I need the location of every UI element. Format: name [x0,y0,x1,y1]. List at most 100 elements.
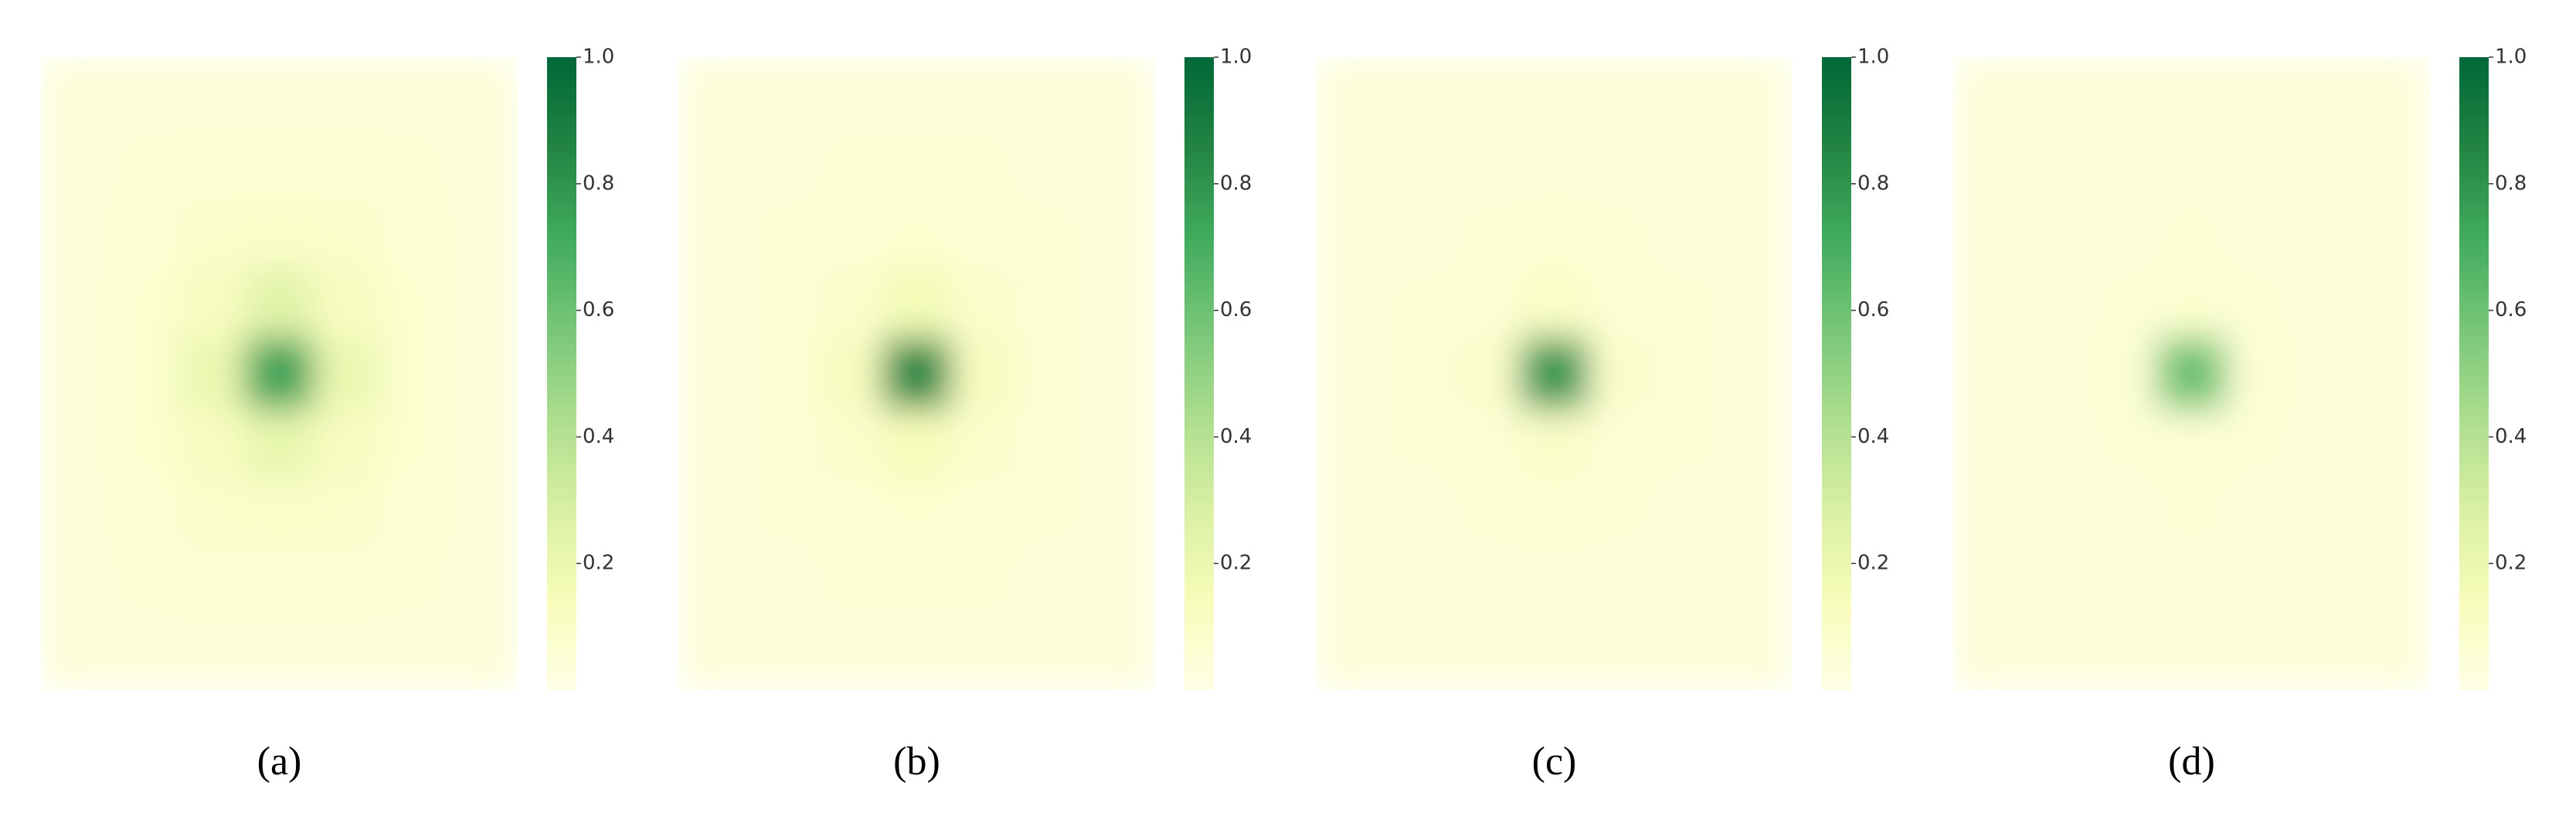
heatmap-cell [1018,338,1088,410]
heatmap-cell [678,338,747,410]
heatmap-cell [109,198,178,269]
colorbar-tick-label: 1.0 [1857,46,1889,69]
heatmap-cell [313,128,382,199]
heatmap-cell [1316,620,1385,690]
heatmap-cell [1316,479,1385,550]
heatmap-cells [41,57,518,690]
colorbar [1184,57,1214,690]
heatmap-cell [2293,409,2363,480]
heatmap-cell [2021,409,2090,480]
heatmap-cell [1384,198,1453,269]
heatmap-cell [1452,198,1521,269]
heatmap-cells [678,57,1155,690]
heatmap-cell [2021,338,2090,410]
heatmap-cell [1452,409,1521,480]
heatmap-cell [814,549,883,621]
heatmap-cell [2089,479,2158,550]
heatmap-cell [449,338,518,410]
heatmap-cell [1452,549,1521,621]
panel-caption: (b) [893,740,940,784]
heatmap-cell [1384,57,1453,128]
heatmap-cell [381,128,450,199]
heatmap-cell [746,409,815,480]
heatmap-cell [449,549,518,621]
heatmap-cell [814,479,883,550]
heatmap-cells [1953,57,2430,690]
heatmap-cell [882,128,952,199]
heatmap-cell [1316,549,1385,621]
heatmap-cell [882,479,952,550]
heatmap-cell [449,409,518,480]
heatmap-cell [2021,268,2090,339]
heatmap-cell [2157,268,2227,339]
colorbar-tick-label: 0.2 [583,552,614,575]
heatmap-cell [1656,57,1725,128]
heatmap-cell [1384,338,1453,410]
heatmap-cell [1588,268,1657,339]
colorbar-tick-label: 1.0 [1220,46,1252,69]
heatmap-cell [2361,620,2430,690]
heatmap-cell [1018,479,1088,550]
heatmap-cell [1724,620,1793,690]
heatmap-cell [1316,268,1385,339]
colorbar-tick-label: 1.0 [2495,46,2527,69]
heatmap-cell [109,549,178,621]
heatmap-cell [1086,198,1155,269]
heatmap-cell [1656,198,1725,269]
heatmap-cell [2089,409,2158,480]
heatmap-cell [2361,479,2430,550]
heatmap-cell [1520,128,1589,199]
heatmap-cell [313,409,382,480]
heatmap-cell [1588,57,1657,128]
heatmap-cell [381,549,450,621]
heatmap-cell [1086,57,1155,128]
heatmap-cell [177,338,246,410]
colorbar-tick-label: 0.2 [1220,552,1252,575]
heatmap-cell [1384,268,1453,339]
heatmap-cell [950,268,1020,339]
colorbar-tick-label: 0.6 [2495,298,2527,321]
heatmap-cell [1384,549,1453,621]
heatmap-cell [1656,128,1725,199]
heatmap-cell [1520,479,1589,550]
heatmap-cell [2225,409,2295,480]
heatmap-cell [449,268,518,339]
heatmap-cell [2225,549,2295,621]
colorbar-tick-label: 0.4 [583,425,614,448]
heatmap-cell [2225,338,2295,410]
heatmap-cell [746,479,815,550]
heatmap-cell [1724,409,1793,480]
heatmap-cell [1656,620,1725,690]
heatmap-cell [381,268,450,339]
heatmap-cell [950,409,1020,480]
heatmap-cell [814,338,883,410]
heatmap-cell [245,479,314,550]
heatmap-cell [746,268,815,339]
heatmap-cell [245,338,314,410]
heatmap-cell [678,479,747,550]
heatmap-cell [678,549,747,621]
heatmap-cell [2021,57,2090,128]
heatmap-cell [1384,620,1453,690]
heatmap-cell [1384,128,1453,199]
heatmap-cell [1018,198,1088,269]
heatmap-cell [1520,338,1589,410]
heatmap-cell [2225,198,2295,269]
heatmap-cell [177,128,246,199]
heatmap-cell [746,128,815,199]
heatmap-cell [1018,268,1088,339]
heatmap-cell [1520,620,1589,690]
colorbar [1822,57,1851,690]
heatmap-cell [746,620,815,690]
heatmap-cell [1953,549,2022,621]
heatmap-cell [678,409,747,480]
heatmap-cell [1316,338,1385,410]
heatmap-cell [245,128,314,199]
heatmap-cell [2021,128,2090,199]
heatmap-cell [1588,198,1657,269]
heatmap-cell [1316,57,1385,128]
heatmap-cell [814,620,883,690]
heatmap-cell [41,128,110,199]
heatmap-cell [2361,409,2430,480]
